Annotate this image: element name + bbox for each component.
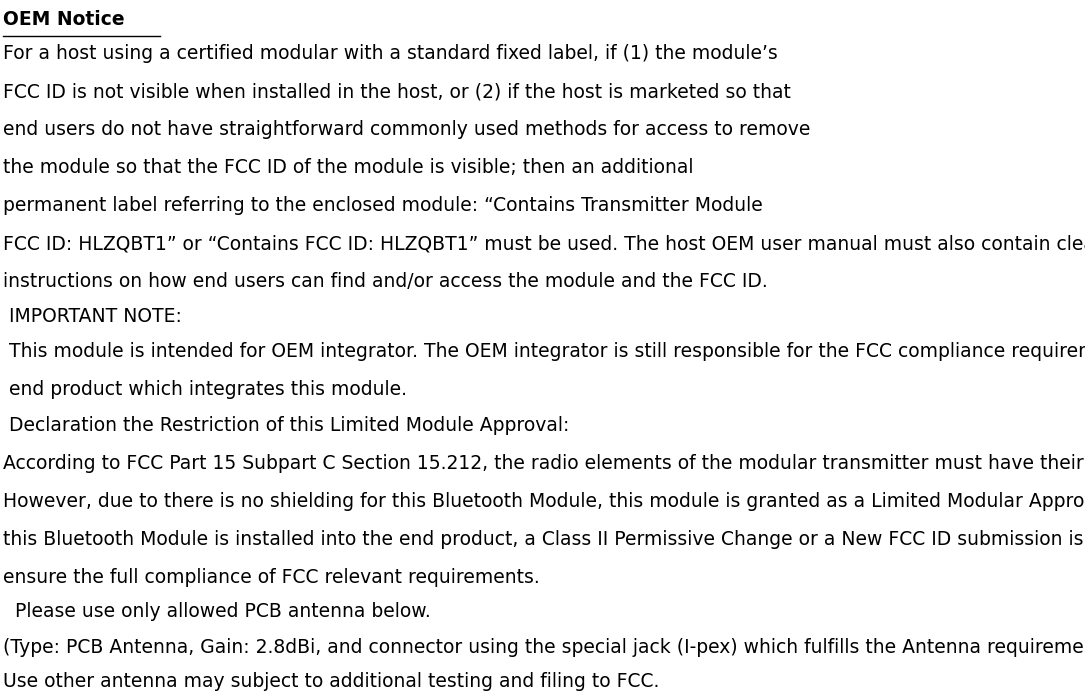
Text: FCC ID is not visible when installed in the host, or (2) if the host is marketed: FCC ID is not visible when installed in … [3, 82, 791, 101]
Text: this Bluetooth Module is installed into the end product, a Class II Permissive C: this Bluetooth Module is installed into … [3, 530, 1085, 549]
Text: (Type: PCB Antenna, Gain: 2.8dBi, and connector using the special jack (I-pex) w: (Type: PCB Antenna, Gain: 2.8dBi, and co… [3, 638, 1085, 657]
Text: end users do not have straightforward commonly used methods for access to remove: end users do not have straightforward co… [3, 120, 810, 139]
Text: Please use only allowed PCB antenna below.: Please use only allowed PCB antenna belo… [3, 602, 431, 621]
Text: end product which integrates this module.: end product which integrates this module… [3, 380, 407, 399]
Text: According to FCC Part 15 Subpart C Section 15.212, the radio elements of the mod: According to FCC Part 15 Subpart C Secti… [3, 454, 1085, 473]
Text: OEM Notice: OEM Notice [3, 10, 125, 29]
Text: instructions on how end users can find and/or access the module and the FCC ID.: instructions on how end users can find a… [3, 272, 768, 291]
Text: However, due to there is no shielding for this Bluetooth Module, this module is : However, due to there is no shielding fo… [3, 492, 1085, 511]
Text: ensure the full compliance of FCC relevant requirements.: ensure the full compliance of FCC releva… [3, 568, 539, 587]
Text: permanent label referring to the enclosed module: “Contains Transmitter Module: permanent label referring to the enclose… [3, 196, 763, 215]
Text: This module is intended for OEM integrator. The OEM integrator is still responsi: This module is intended for OEM integrat… [3, 342, 1085, 361]
Text: Use other antenna may subject to additional testing and filing to FCC.: Use other antenna may subject to additio… [3, 672, 660, 691]
Text: Declaration the Restriction of this Limited Module Approval:: Declaration the Restriction of this Limi… [3, 416, 570, 435]
Text: IMPORTANT NOTE:: IMPORTANT NOTE: [3, 307, 182, 326]
Text: the module so that the FCC ID of the module is visible; then an additional: the module so that the FCC ID of the mod… [3, 158, 693, 177]
Text: For a host using a certified modular with a standard fixed label, if (1) the mod: For a host using a certified modular wit… [3, 44, 778, 63]
Text: FCC ID: HLZQBT1” or “Contains FCC ID: HLZQBT1” must be used. The host OEM user m: FCC ID: HLZQBT1” or “Contains FCC ID: HL… [3, 234, 1085, 253]
